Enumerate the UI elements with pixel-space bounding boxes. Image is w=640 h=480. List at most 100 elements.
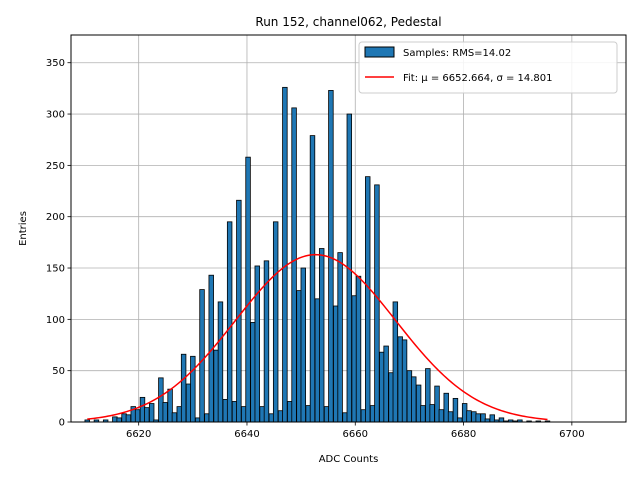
histogram-bar	[195, 417, 201, 423]
x-tick-label: 6700	[559, 429, 584, 440]
histogram-bar	[112, 416, 118, 423]
histogram-bar	[217, 301, 224, 423]
y-axis: 0 50 100 150 200 250 300 350	[46, 58, 71, 429]
histogram-bar	[190, 355, 196, 423]
histogram-bar	[369, 405, 376, 423]
legend-samples-label: Samples: RMS=14.02	[403, 48, 511, 59]
histogram-bar	[323, 406, 330, 423]
histogram-bar	[171, 412, 178, 423]
histogram-bar	[337, 252, 343, 423]
histogram-bar	[226, 221, 233, 423]
x-axis-label: ADC Counts	[319, 454, 379, 465]
x-tick-label: 6680	[451, 429, 476, 440]
histogram-bar	[388, 372, 394, 423]
histogram-bar	[199, 289, 205, 423]
histogram-bar	[480, 413, 486, 423]
histogram-bar	[185, 383, 192, 423]
histogram-bar	[282, 86, 288, 423]
y-tick-label: 0	[59, 418, 65, 429]
histogram-bar	[158, 377, 164, 423]
histogram-bar	[268, 413, 275, 423]
y-tick-label: 100	[46, 315, 65, 326]
histogram-bar	[401, 339, 408, 423]
histogram-bar	[204, 413, 210, 423]
histogram-bar	[374, 184, 380, 423]
fit-curve	[87, 253, 548, 421]
y-tick-label: 300	[46, 110, 65, 121]
histogram-bar	[457, 417, 463, 423]
plot-frame	[70, 34, 627, 423]
histogram-bar	[139, 396, 146, 423]
legend: Samples: RMS=14.02 Fit: μ = 6652.664, σ …	[358, 41, 618, 94]
histogram-bar	[425, 368, 431, 423]
y-axis-label: Entries	[18, 211, 29, 246]
legend-box	[358, 41, 618, 94]
histogram-bar	[406, 370, 413, 423]
histogram-bar	[498, 417, 505, 423]
legend-samples-swatch	[364, 46, 395, 58]
histogram-bar	[144, 407, 150, 423]
histogram-bar	[318, 248, 325, 423]
histogram-bar	[116, 417, 122, 423]
histogram-bar	[420, 405, 426, 423]
histogram-bar	[379, 351, 385, 423]
histogram-bar	[305, 405, 311, 423]
histogram-bar	[250, 322, 256, 423]
histogram-bars	[84, 86, 551, 423]
histogram-bar	[213, 349, 219, 423]
histogram-bar	[360, 409, 367, 423]
histogram-bar	[333, 305, 339, 423]
histogram-bar	[461, 403, 468, 423]
histogram-bar	[167, 388, 173, 423]
y-tick-label: 150	[46, 264, 65, 275]
histogram-bar	[447, 411, 454, 423]
histogram-bar	[397, 336, 403, 423]
histogram-bar	[365, 176, 371, 423]
histogram-bar	[489, 414, 495, 423]
chart-title: Run 152, channel062, Pedestal	[255, 15, 441, 29]
histogram-bar	[291, 107, 297, 423]
histogram-bar	[272, 221, 279, 423]
histogram-bar	[162, 402, 168, 423]
histogram-bar	[241, 406, 247, 423]
histogram-bar	[411, 376, 417, 423]
histogram-bar	[121, 413, 127, 423]
histogram-bar	[415, 384, 422, 423]
fit-curve-layer	[87, 253, 548, 421]
histogram-bar	[383, 345, 389, 423]
histogram-bar	[309, 135, 316, 423]
x-tick-label: 6620	[126, 429, 151, 440]
x-tick-label: 6660	[343, 429, 368, 440]
histogram-bar	[351, 295, 357, 423]
histogram-bar	[148, 403, 155, 423]
histogram-bar	[176, 406, 182, 423]
histogram-bar	[222, 399, 229, 423]
histogram-bar	[342, 412, 348, 423]
histogram-bar	[287, 401, 293, 423]
histogram-bar	[180, 353, 187, 423]
histogram-bar	[125, 414, 132, 423]
histogram-bar	[466, 410, 472, 423]
histogram-bar	[434, 385, 440, 423]
histogram-bar	[277, 410, 284, 423]
histogram-bar	[475, 413, 481, 423]
y-tick-label: 50	[52, 366, 65, 377]
histogram-bar	[259, 406, 265, 423]
y-tick-label: 350	[46, 58, 65, 69]
x-tick-label: 6640	[234, 429, 259, 440]
histogram-bar	[231, 401, 238, 423]
legend-fit-label: Fit: μ = 6652.664, σ = 14.801	[403, 73, 553, 84]
histogram-bar	[471, 411, 477, 423]
histogram-bar	[236, 199, 242, 423]
histogram-bar	[429, 404, 435, 423]
histogram-bar	[328, 90, 334, 423]
histogram-bar	[438, 409, 445, 423]
x-axis: 6620 6640 6660 6680 6700	[126, 422, 585, 440]
histogram-bar	[254, 265, 260, 423]
histogram-bar	[300, 267, 306, 423]
y-tick-label: 250	[46, 161, 65, 172]
histogram-bar	[355, 275, 362, 423]
histogram-bar	[134, 409, 141, 423]
histogram-bar	[314, 298, 321, 423]
